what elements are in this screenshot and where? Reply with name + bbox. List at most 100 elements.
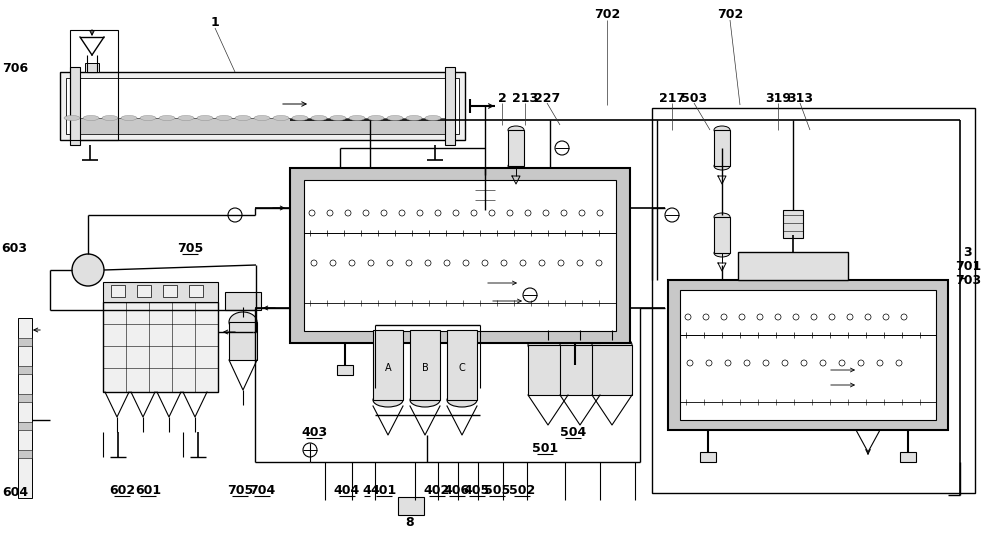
Ellipse shape bbox=[368, 115, 384, 121]
Text: B: B bbox=[422, 363, 428, 373]
Bar bbox=[103, 282, 218, 302]
Ellipse shape bbox=[387, 115, 403, 121]
Text: 405: 405 bbox=[464, 484, 490, 496]
Bar bbox=[714, 217, 730, 253]
Bar bbox=[714, 130, 730, 166]
Text: 705: 705 bbox=[177, 242, 203, 254]
Ellipse shape bbox=[447, 323, 477, 337]
Bar bbox=[137, 285, 151, 297]
Ellipse shape bbox=[140, 115, 156, 121]
Bar bbox=[66, 78, 459, 134]
Text: 505: 505 bbox=[484, 484, 510, 496]
Bar bbox=[398, 497, 424, 515]
Bar bbox=[70, 118, 455, 134]
Bar bbox=[680, 290, 936, 420]
Text: 401: 401 bbox=[371, 484, 397, 496]
Bar bbox=[163, 285, 177, 297]
Bar bbox=[700, 452, 716, 462]
Ellipse shape bbox=[229, 312, 257, 332]
Ellipse shape bbox=[330, 115, 346, 121]
Ellipse shape bbox=[425, 115, 441, 121]
Bar bbox=[18, 422, 32, 430]
Text: 319: 319 bbox=[765, 91, 791, 105]
Bar bbox=[900, 452, 916, 462]
Bar bbox=[783, 210, 803, 238]
Ellipse shape bbox=[254, 115, 270, 121]
Bar bbox=[528, 345, 568, 395]
Bar bbox=[560, 345, 600, 395]
Bar bbox=[70, 67, 80, 145]
Text: 403: 403 bbox=[301, 425, 327, 439]
Text: 313: 313 bbox=[787, 91, 813, 105]
Bar bbox=[189, 285, 203, 297]
Text: 706: 706 bbox=[2, 61, 28, 74]
Bar bbox=[18, 366, 32, 374]
Text: A: A bbox=[385, 363, 391, 373]
Ellipse shape bbox=[373, 323, 403, 337]
Text: 703: 703 bbox=[955, 274, 981, 288]
Ellipse shape bbox=[235, 115, 251, 121]
Ellipse shape bbox=[178, 115, 194, 121]
Text: C: C bbox=[459, 363, 465, 373]
Text: 702: 702 bbox=[594, 8, 620, 20]
Bar bbox=[60, 72, 465, 140]
Ellipse shape bbox=[64, 115, 80, 121]
Ellipse shape bbox=[508, 162, 524, 170]
Bar bbox=[225, 292, 261, 310]
Ellipse shape bbox=[447, 393, 477, 407]
Text: 8: 8 bbox=[406, 516, 414, 529]
Text: 604: 604 bbox=[2, 486, 28, 500]
Ellipse shape bbox=[714, 126, 730, 134]
Text: 705: 705 bbox=[227, 484, 253, 496]
Ellipse shape bbox=[560, 335, 600, 355]
Bar bbox=[229, 322, 257, 360]
Bar bbox=[508, 130, 524, 166]
Bar bbox=[103, 302, 218, 392]
Text: 217: 217 bbox=[659, 91, 685, 105]
Ellipse shape bbox=[273, 115, 289, 121]
Bar bbox=[70, 30, 118, 140]
Text: 602: 602 bbox=[109, 484, 135, 496]
Text: 701: 701 bbox=[955, 260, 981, 274]
Bar bbox=[592, 345, 632, 395]
Text: 603: 603 bbox=[1, 242, 27, 254]
Circle shape bbox=[72, 254, 104, 286]
Bar bbox=[445, 67, 455, 145]
Bar bbox=[373, 330, 403, 400]
Bar bbox=[652, 108, 975, 493]
Bar bbox=[668, 280, 948, 430]
Text: 702: 702 bbox=[717, 8, 743, 20]
Text: 3: 3 bbox=[964, 247, 972, 259]
Ellipse shape bbox=[292, 115, 308, 121]
Ellipse shape bbox=[216, 115, 232, 121]
Text: 402: 402 bbox=[424, 484, 450, 496]
Bar bbox=[337, 365, 353, 375]
Text: 501: 501 bbox=[532, 442, 558, 454]
Ellipse shape bbox=[528, 335, 568, 355]
Text: 227: 227 bbox=[534, 91, 560, 105]
Bar bbox=[18, 338, 32, 346]
Bar bbox=[18, 318, 32, 498]
Ellipse shape bbox=[349, 115, 365, 121]
Bar bbox=[18, 394, 32, 402]
Text: 503: 503 bbox=[681, 91, 707, 105]
Ellipse shape bbox=[592, 335, 632, 355]
Text: 2: 2 bbox=[498, 91, 506, 105]
Text: 601: 601 bbox=[135, 484, 161, 496]
Text: 1: 1 bbox=[211, 16, 219, 28]
Text: 502: 502 bbox=[509, 484, 535, 496]
Text: 504: 504 bbox=[560, 425, 586, 439]
Bar bbox=[290, 168, 630, 343]
Ellipse shape bbox=[406, 115, 422, 121]
Text: 704: 704 bbox=[249, 484, 275, 496]
Bar bbox=[567, 365, 583, 375]
Bar bbox=[738, 252, 848, 280]
Ellipse shape bbox=[714, 162, 730, 170]
Bar bbox=[18, 450, 32, 458]
Ellipse shape bbox=[410, 323, 440, 337]
Bar bbox=[85, 63, 99, 72]
Bar bbox=[111, 285, 125, 297]
Ellipse shape bbox=[373, 393, 403, 407]
Bar bbox=[410, 330, 440, 400]
Ellipse shape bbox=[121, 115, 137, 121]
